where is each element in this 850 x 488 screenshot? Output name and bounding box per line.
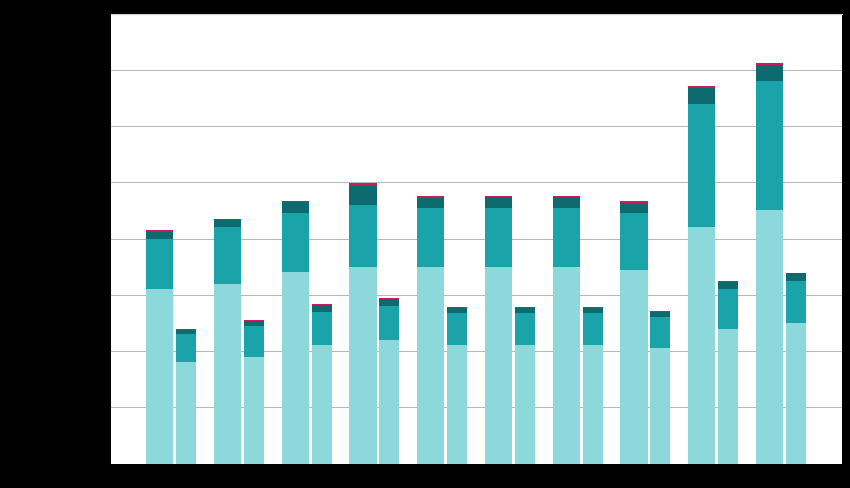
Bar xyxy=(718,283,738,290)
Bar xyxy=(379,299,400,306)
Bar xyxy=(281,201,309,203)
Bar xyxy=(176,330,196,335)
Bar xyxy=(484,208,512,267)
Bar xyxy=(484,198,512,208)
Bar xyxy=(244,321,264,326)
Bar xyxy=(349,267,377,464)
Bar xyxy=(620,270,648,464)
Bar xyxy=(650,318,671,348)
Bar xyxy=(620,214,648,270)
Bar xyxy=(146,231,173,232)
Bar xyxy=(650,348,671,464)
Bar xyxy=(214,228,241,284)
Bar xyxy=(688,89,715,104)
Bar xyxy=(281,203,309,214)
Bar xyxy=(688,228,715,464)
Bar xyxy=(515,308,535,314)
Bar xyxy=(417,267,445,464)
Bar xyxy=(214,284,241,464)
Bar xyxy=(447,307,468,308)
Bar xyxy=(146,232,173,239)
Bar xyxy=(379,340,400,464)
Bar xyxy=(756,211,783,464)
Bar xyxy=(349,183,377,187)
Bar xyxy=(146,290,173,464)
Bar xyxy=(756,82,783,211)
Bar xyxy=(620,203,648,214)
Bar xyxy=(552,198,580,208)
Bar xyxy=(244,357,264,464)
Bar xyxy=(146,239,173,290)
Bar xyxy=(515,307,535,308)
Bar xyxy=(281,214,309,273)
Bar xyxy=(582,307,603,308)
Bar xyxy=(447,314,468,346)
Bar xyxy=(281,273,309,464)
Bar xyxy=(582,346,603,464)
Bar xyxy=(650,311,671,312)
Bar xyxy=(349,187,377,205)
Bar xyxy=(214,221,241,228)
Bar xyxy=(214,219,241,221)
Bar xyxy=(417,197,445,198)
Bar xyxy=(515,346,535,464)
Bar xyxy=(688,87,715,89)
Bar xyxy=(176,363,196,464)
Bar xyxy=(650,312,671,318)
Bar xyxy=(484,197,512,198)
Bar xyxy=(756,66,783,82)
Bar xyxy=(312,305,332,312)
Bar xyxy=(552,208,580,267)
Bar xyxy=(484,267,512,464)
Bar xyxy=(620,202,648,203)
Bar xyxy=(312,346,332,464)
Bar xyxy=(718,290,738,329)
Bar xyxy=(786,274,806,281)
Bar xyxy=(552,267,580,464)
Bar xyxy=(582,314,603,346)
Bar xyxy=(176,335,196,363)
Bar xyxy=(312,312,332,346)
Bar xyxy=(417,208,445,267)
Bar xyxy=(379,306,400,340)
Bar xyxy=(688,104,715,228)
Bar xyxy=(718,329,738,464)
Bar xyxy=(756,64,783,66)
Bar xyxy=(552,197,580,198)
Bar xyxy=(786,273,806,274)
Bar xyxy=(244,326,264,357)
Bar xyxy=(786,323,806,464)
Bar xyxy=(515,314,535,346)
Bar xyxy=(582,308,603,314)
Bar xyxy=(417,198,445,208)
Bar xyxy=(349,205,377,267)
Bar xyxy=(718,282,738,283)
Bar xyxy=(176,329,196,330)
Bar xyxy=(447,346,468,464)
Bar xyxy=(447,308,468,314)
Bar xyxy=(786,281,806,323)
